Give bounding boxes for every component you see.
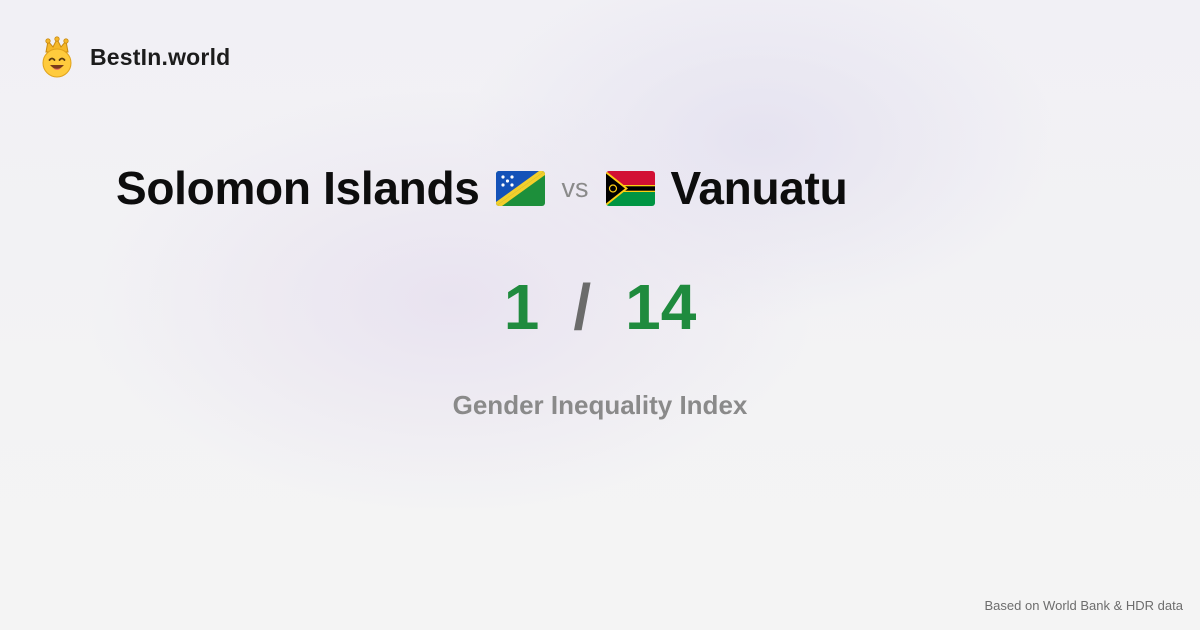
brand[interactable]: BestIn.world	[38, 36, 230, 78]
brand-name: BestIn.world	[90, 43, 231, 70]
vs-label: vs	[561, 172, 589, 203]
data-source-note: Based on World Bank & HDR data	[984, 598, 1183, 613]
metric-label: Gender Inequality Index	[452, 390, 748, 420]
country-b-name[interactable]: Vanuatu	[670, 162, 848, 214]
country-a-rank: 1	[503, 271, 540, 343]
vanuatu-flag-icon	[605, 170, 655, 206]
rank-comparison: 1 / 14	[0, 270, 1200, 344]
country-a-name[interactable]: Solomon Islands	[116, 162, 480, 214]
rank-separator: /	[573, 271, 592, 343]
comparison-headline: Solomon Islands vs Vanuatu	[116, 158, 848, 218]
country-b-rank: 14	[625, 271, 697, 343]
solomon-islands-flag-icon	[495, 170, 545, 206]
crown-smiley-icon	[42, 36, 72, 78]
